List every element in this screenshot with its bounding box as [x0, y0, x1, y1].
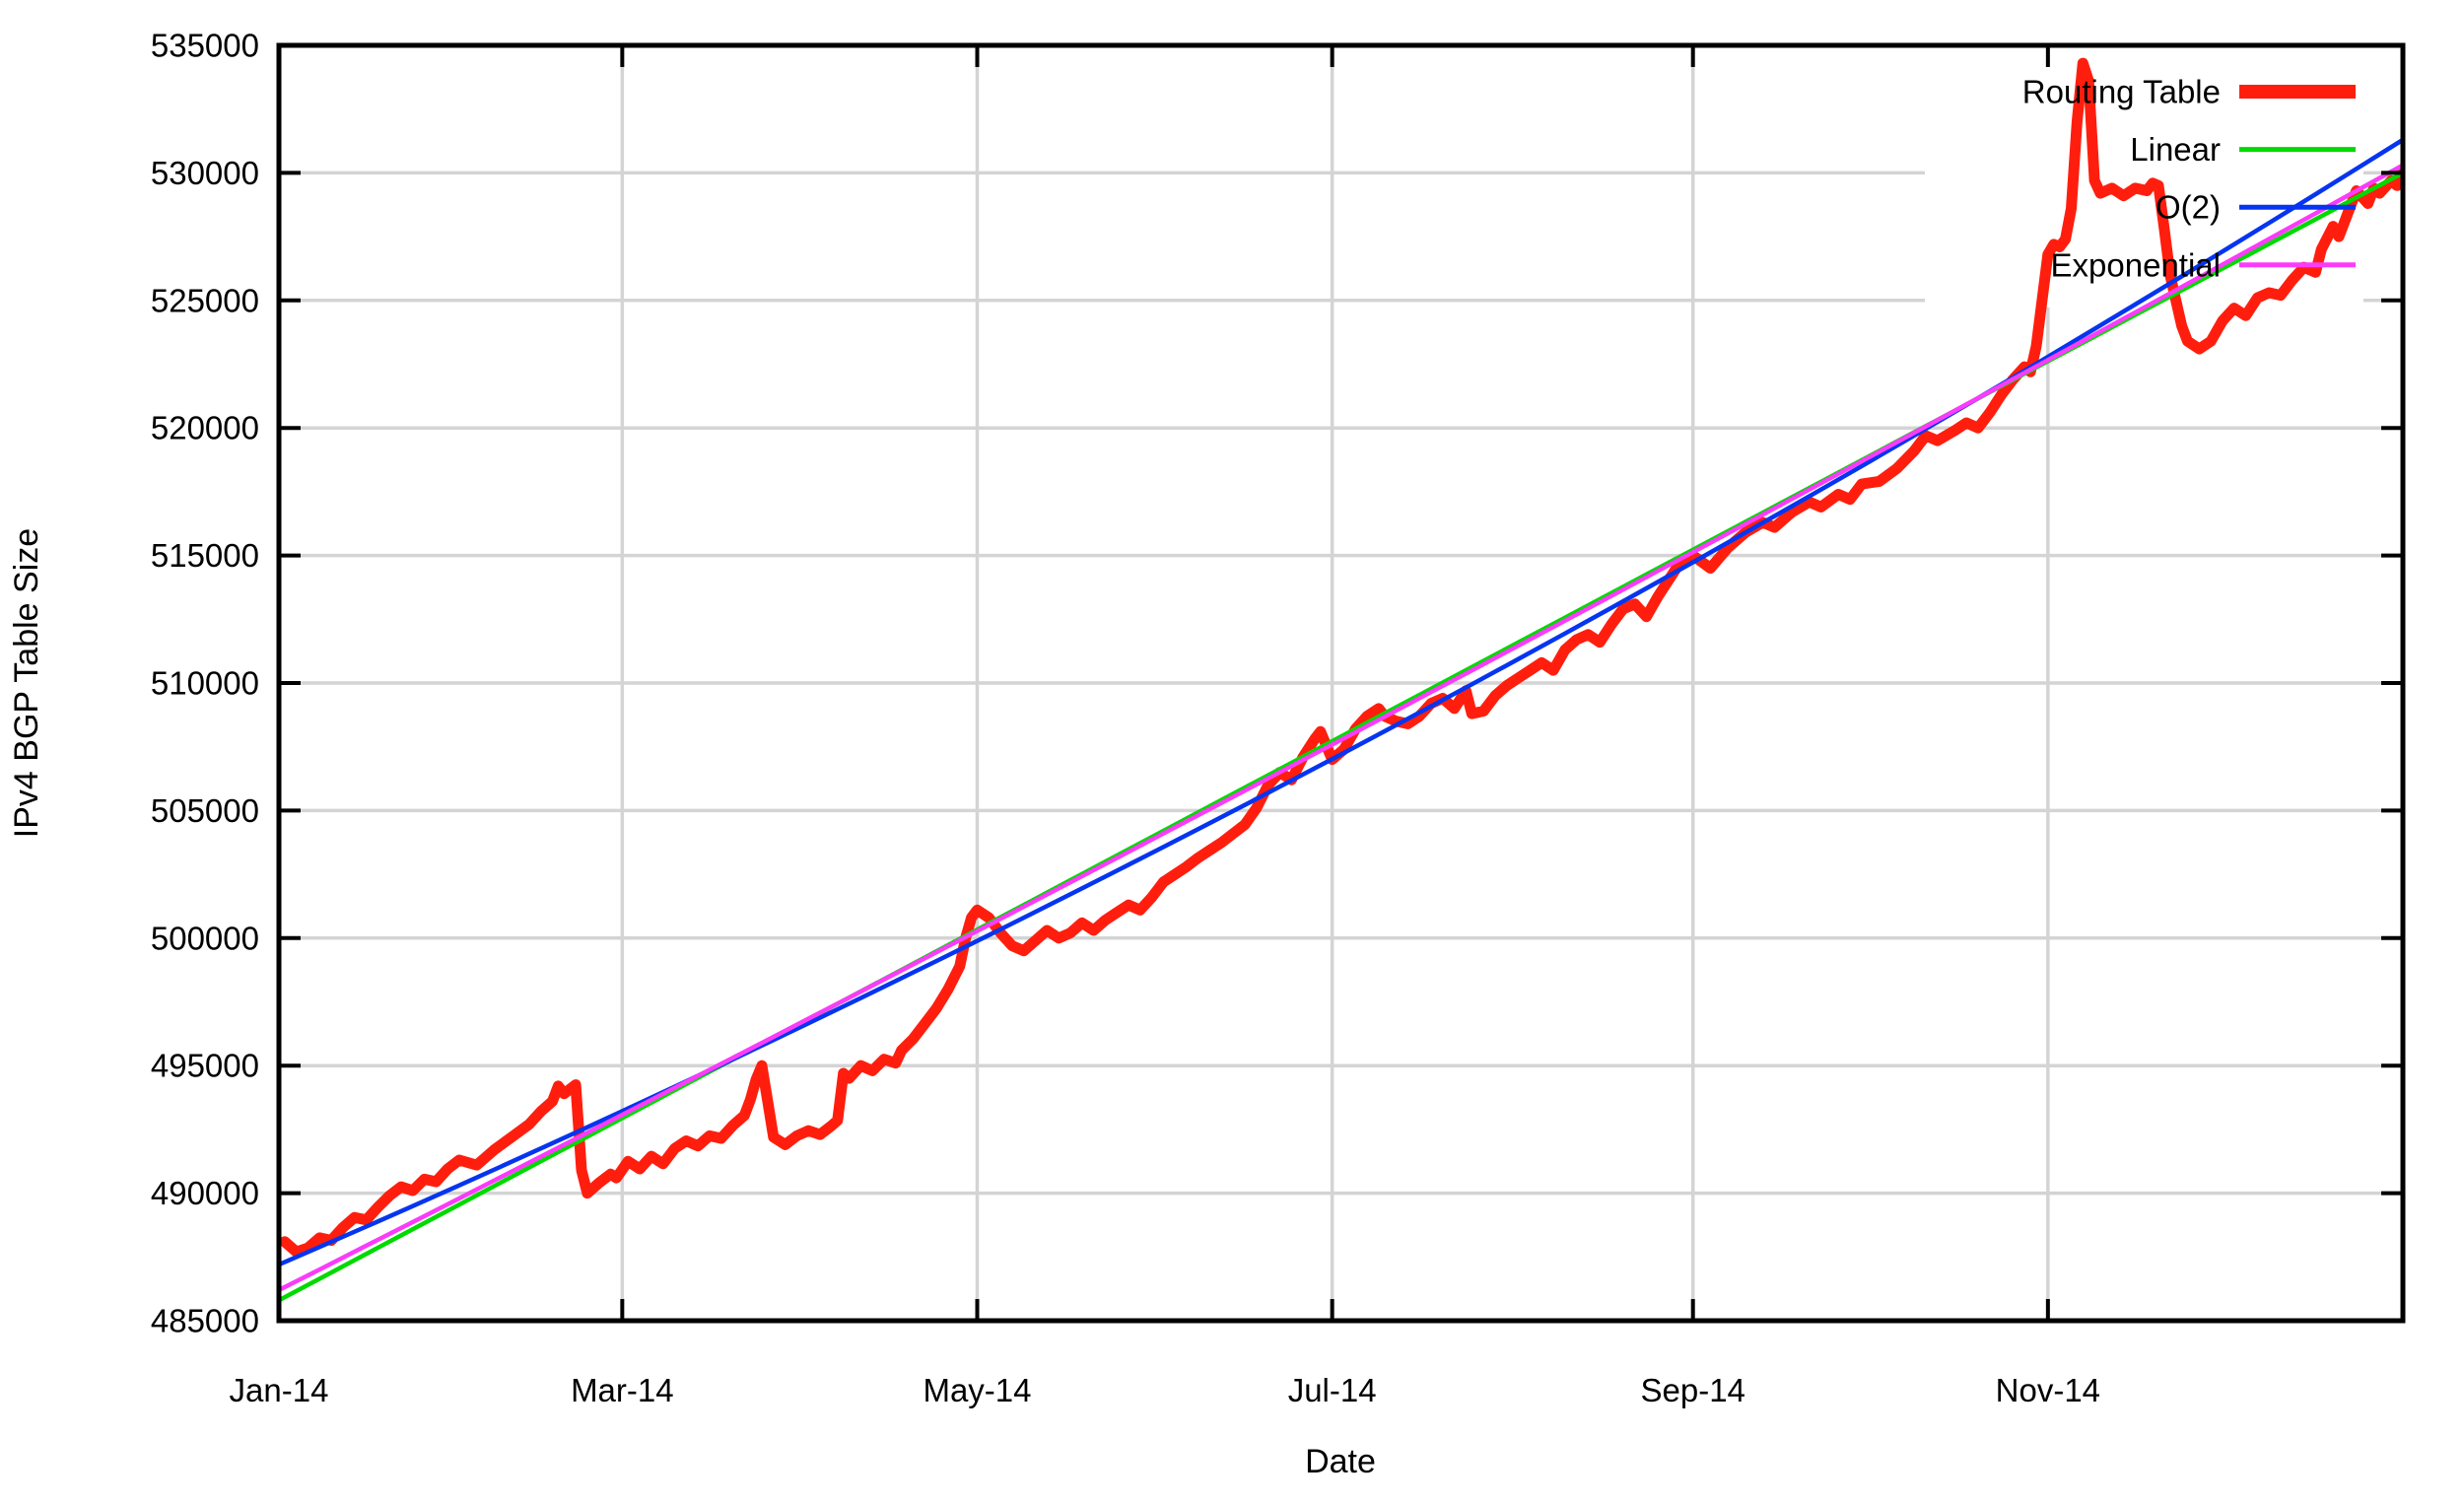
x-tick-label: Mar-14 [571, 1372, 674, 1408]
x-axis-title: Date [1305, 1443, 1376, 1480]
x-tick-label: Nov-14 [1996, 1372, 2100, 1408]
y-axis-title: IPv4 BGP Table Size [8, 528, 45, 838]
x-tick-label: May-14 [923, 1372, 1031, 1408]
x-tick-label: Jul-14 [1288, 1372, 1377, 1408]
y-tick-label: 495000 [151, 1048, 259, 1084]
y-tick-label: 515000 [151, 537, 259, 574]
grid-lines [279, 45, 2403, 1321]
legend-label-exponential: Exponential [2051, 246, 2221, 283]
y-tick-label: 530000 [151, 155, 259, 191]
y-tick-label: 500000 [151, 920, 259, 956]
data-series [279, 57, 2403, 1303]
y-tick-label: 485000 [151, 1303, 259, 1339]
y-tick-label: 510000 [151, 665, 259, 702]
x-tick-label: Sep-14 [1640, 1372, 1745, 1408]
legend-label-o-2-: O(2) [2156, 189, 2221, 226]
series-exponential [279, 163, 2403, 1293]
legend-label-linear: Linear [2130, 131, 2221, 168]
y-tick-label: 520000 [151, 410, 259, 446]
plot-border [276, 42, 2406, 1324]
tick-labels: 485000 490000 495000 500000 505000 510000 5150… [151, 28, 2100, 1409]
y-tick-label: 490000 [151, 1175, 259, 1211]
legend-label-routing-table: Routing Table [2022, 74, 2221, 110]
legend: Routing Table Linear O(2) Exponential [2022, 74, 2356, 283]
series-o-2- [279, 137, 2403, 1267]
x-tick-label: Jan-14 [230, 1372, 329, 1408]
plot-frame [276, 42, 2406, 1324]
y-tick-label: 505000 [151, 792, 259, 829]
y-tick-label: 535000 [151, 28, 259, 64]
y-tick-label: 525000 [151, 282, 259, 318]
